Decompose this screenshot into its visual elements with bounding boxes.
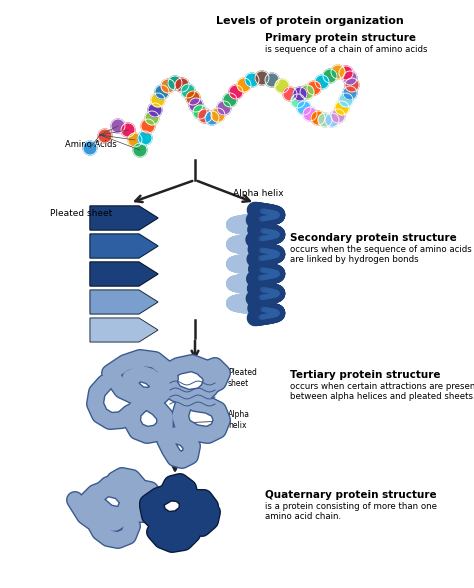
Circle shape	[318, 113, 332, 127]
Circle shape	[265, 73, 279, 87]
Circle shape	[339, 66, 353, 80]
Text: Primary protein structure: Primary protein structure	[265, 33, 416, 43]
Circle shape	[297, 101, 311, 115]
Circle shape	[133, 143, 147, 157]
Text: Alpha
helix: Alpha helix	[188, 410, 250, 430]
Circle shape	[138, 131, 152, 145]
Text: Secondary protein structure: Secondary protein structure	[290, 233, 457, 243]
Circle shape	[198, 109, 212, 123]
Circle shape	[307, 81, 321, 95]
Polygon shape	[90, 262, 158, 286]
Circle shape	[111, 119, 125, 133]
Circle shape	[181, 84, 195, 98]
Text: Amino Acids: Amino Acids	[65, 140, 117, 149]
Text: Alpha helix: Alpha helix	[233, 189, 283, 198]
Text: Levels of protein organization: Levels of protein organization	[216, 16, 404, 26]
Circle shape	[151, 93, 165, 107]
Circle shape	[255, 71, 269, 85]
Circle shape	[237, 78, 251, 92]
Circle shape	[217, 101, 231, 115]
Circle shape	[186, 91, 200, 105]
Text: is sequence of a chain of amino acids: is sequence of a chain of amino acids	[265, 45, 428, 54]
Text: occurs when certain attractions are present
between alpha helices and pleated sh: occurs when certain attractions are pres…	[290, 382, 474, 402]
Circle shape	[98, 129, 112, 143]
Circle shape	[223, 93, 237, 107]
Text: is a protein consisting of more than one
amino acid chain.: is a protein consisting of more than one…	[265, 502, 437, 522]
Polygon shape	[90, 206, 158, 230]
Text: Tertiary protein structure: Tertiary protein structure	[290, 370, 440, 380]
Circle shape	[291, 94, 305, 108]
Circle shape	[121, 123, 135, 137]
Circle shape	[175, 78, 189, 92]
Circle shape	[343, 86, 357, 100]
Text: occurs when the sequence of amino acids
are linked by hydrogen bonds: occurs when the sequence of amino acids …	[290, 245, 472, 265]
Circle shape	[193, 105, 207, 119]
Circle shape	[283, 87, 297, 101]
Circle shape	[345, 78, 359, 92]
Circle shape	[293, 87, 307, 101]
Polygon shape	[90, 234, 158, 258]
Polygon shape	[90, 318, 158, 342]
Circle shape	[148, 103, 162, 117]
Circle shape	[211, 108, 225, 122]
Circle shape	[311, 111, 325, 125]
Text: Pleated sheet: Pleated sheet	[50, 209, 112, 218]
Circle shape	[303, 107, 317, 121]
Circle shape	[323, 69, 337, 83]
Polygon shape	[90, 290, 158, 314]
Circle shape	[331, 109, 345, 123]
Text: Quaternary protein structure: Quaternary protein structure	[265, 490, 437, 500]
Circle shape	[339, 93, 353, 107]
Circle shape	[161, 79, 175, 93]
Circle shape	[315, 75, 329, 89]
Circle shape	[245, 73, 259, 87]
Circle shape	[331, 65, 345, 79]
Circle shape	[300, 85, 314, 99]
Circle shape	[128, 133, 142, 147]
Circle shape	[343, 71, 357, 85]
Circle shape	[168, 76, 182, 90]
Circle shape	[145, 111, 159, 125]
Circle shape	[229, 85, 243, 99]
Circle shape	[155, 85, 169, 99]
Circle shape	[275, 79, 289, 93]
Circle shape	[325, 113, 339, 127]
Text: Pleated
sheet: Pleated sheet	[208, 368, 257, 387]
Circle shape	[205, 111, 219, 125]
Circle shape	[189, 98, 203, 112]
Circle shape	[335, 101, 349, 115]
Circle shape	[83, 141, 97, 155]
Circle shape	[141, 119, 155, 133]
